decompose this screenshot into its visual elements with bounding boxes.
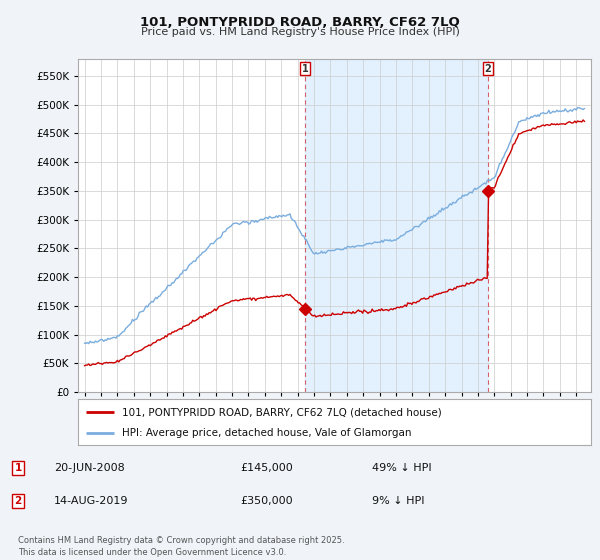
Text: £145,000: £145,000 bbox=[240, 463, 293, 473]
Text: 2: 2 bbox=[14, 496, 22, 506]
Text: 2: 2 bbox=[485, 64, 491, 74]
Text: 1: 1 bbox=[302, 64, 309, 74]
Text: 20-JUN-2008: 20-JUN-2008 bbox=[54, 463, 125, 473]
Text: 9% ↓ HPI: 9% ↓ HPI bbox=[372, 496, 425, 506]
Text: 101, PONTYPRIDD ROAD, BARRY, CF62 7LQ (detached house): 101, PONTYPRIDD ROAD, BARRY, CF62 7LQ (d… bbox=[122, 407, 442, 417]
Text: 101, PONTYPRIDD ROAD, BARRY, CF62 7LQ: 101, PONTYPRIDD ROAD, BARRY, CF62 7LQ bbox=[140, 16, 460, 29]
Text: HPI: Average price, detached house, Vale of Glamorgan: HPI: Average price, detached house, Vale… bbox=[122, 428, 411, 438]
Text: Contains HM Land Registry data © Crown copyright and database right 2025.
This d: Contains HM Land Registry data © Crown c… bbox=[18, 536, 344, 557]
Text: 1: 1 bbox=[14, 463, 22, 473]
Text: 49% ↓ HPI: 49% ↓ HPI bbox=[372, 463, 431, 473]
Bar bbox=[305, 59, 488, 392]
Text: Price paid vs. HM Land Registry's House Price Index (HPI): Price paid vs. HM Land Registry's House … bbox=[140, 27, 460, 37]
Text: £350,000: £350,000 bbox=[240, 496, 293, 506]
Text: 14-AUG-2019: 14-AUG-2019 bbox=[54, 496, 128, 506]
